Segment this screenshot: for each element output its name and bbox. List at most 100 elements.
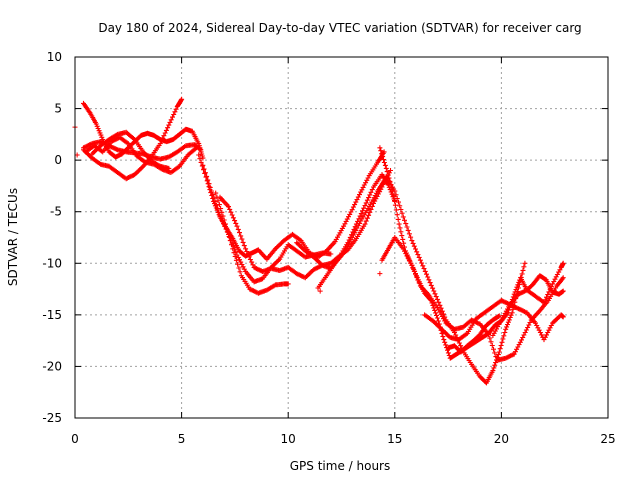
data-point [537,273,548,282]
data-point [166,150,179,160]
data-point [294,240,307,253]
series-track-3 [81,139,204,162]
y-tick-label: -10 [42,256,62,270]
data-point [166,106,179,128]
data-point [302,268,316,281]
data-point [311,254,324,267]
data-point [464,318,478,336]
data-point [174,144,188,155]
data-point [366,190,379,210]
data-point [89,155,102,166]
data-point [290,231,303,243]
x-tick-label: 10 [281,432,296,446]
data-point [221,217,234,248]
series-track-1 [81,100,206,161]
data-point [234,252,247,272]
data-point [196,152,209,180]
series-track-14 [379,235,566,363]
data-point [496,330,508,355]
data-point [477,324,489,337]
data-point [503,312,514,332]
data-point [264,247,277,262]
data-point [439,326,452,339]
chart-title: Day 180 of 2024, Sidereal Day-to-day VTE… [98,21,581,35]
data-point [132,137,145,153]
data-point [456,331,469,343]
data-point [392,188,405,216]
data-point [426,277,439,300]
data-point [324,262,337,279]
data-point [422,312,435,323]
data-point [98,137,111,149]
data-point [285,264,298,276]
data-point [452,329,465,351]
data-point [358,175,371,195]
data-point [125,141,139,157]
data-point [477,374,489,385]
data-point [170,132,182,142]
data-point [516,306,529,315]
data-point [516,260,528,291]
data-point [469,361,482,378]
data-point [541,284,554,305]
data-point [366,161,379,179]
y-tick-label: 10 [47,50,62,64]
series-track-15 [422,297,566,343]
data-point [473,335,484,345]
data-point [524,287,537,298]
data-point [379,248,390,263]
data-point [226,204,239,226]
data-point [213,190,226,219]
series-track-5 [89,129,172,171]
data-point [400,246,414,266]
series-track-4 [83,135,199,175]
y-axis-label: SDTVAR / TECUs [6,188,20,286]
data-point [298,238,311,254]
data-point [134,153,147,164]
plot-frame [74,56,609,419]
data-point [349,220,362,240]
data-point [490,319,503,338]
grid-lines [75,57,608,418]
data-point [341,237,354,256]
data-point [417,257,431,280]
data-point [264,283,277,293]
data-point [556,288,566,297]
y-tick-label: 5 [54,102,62,116]
data-point [458,344,469,355]
data-point [177,154,190,169]
data-point [168,164,181,175]
data-point [283,281,289,287]
data-point [409,238,422,260]
data-point [243,269,256,283]
data-point [81,141,94,151]
data-point [443,320,456,331]
data-point [533,293,546,305]
data-point [490,313,502,323]
data-point [174,96,185,109]
y-tick-label: 0 [54,153,62,167]
data-point [426,292,439,309]
data-point [550,267,563,287]
data-point [464,338,476,349]
data-point [230,236,241,252]
data-point [417,283,431,297]
data-point [208,188,222,215]
data-point [434,305,448,324]
data-point [349,192,362,213]
data-point [362,187,375,208]
data-point [353,205,367,227]
data-point [81,100,92,114]
data-point [541,323,554,343]
y-tick-label: -25 [42,411,62,425]
data-point [285,242,298,253]
series-track-16 [490,260,566,338]
data-point [117,135,130,146]
x-tick-label: 15 [387,432,402,446]
data-point [302,248,316,259]
data-point [375,178,387,194]
data-point [106,132,119,142]
series-track-11 [315,178,387,291]
